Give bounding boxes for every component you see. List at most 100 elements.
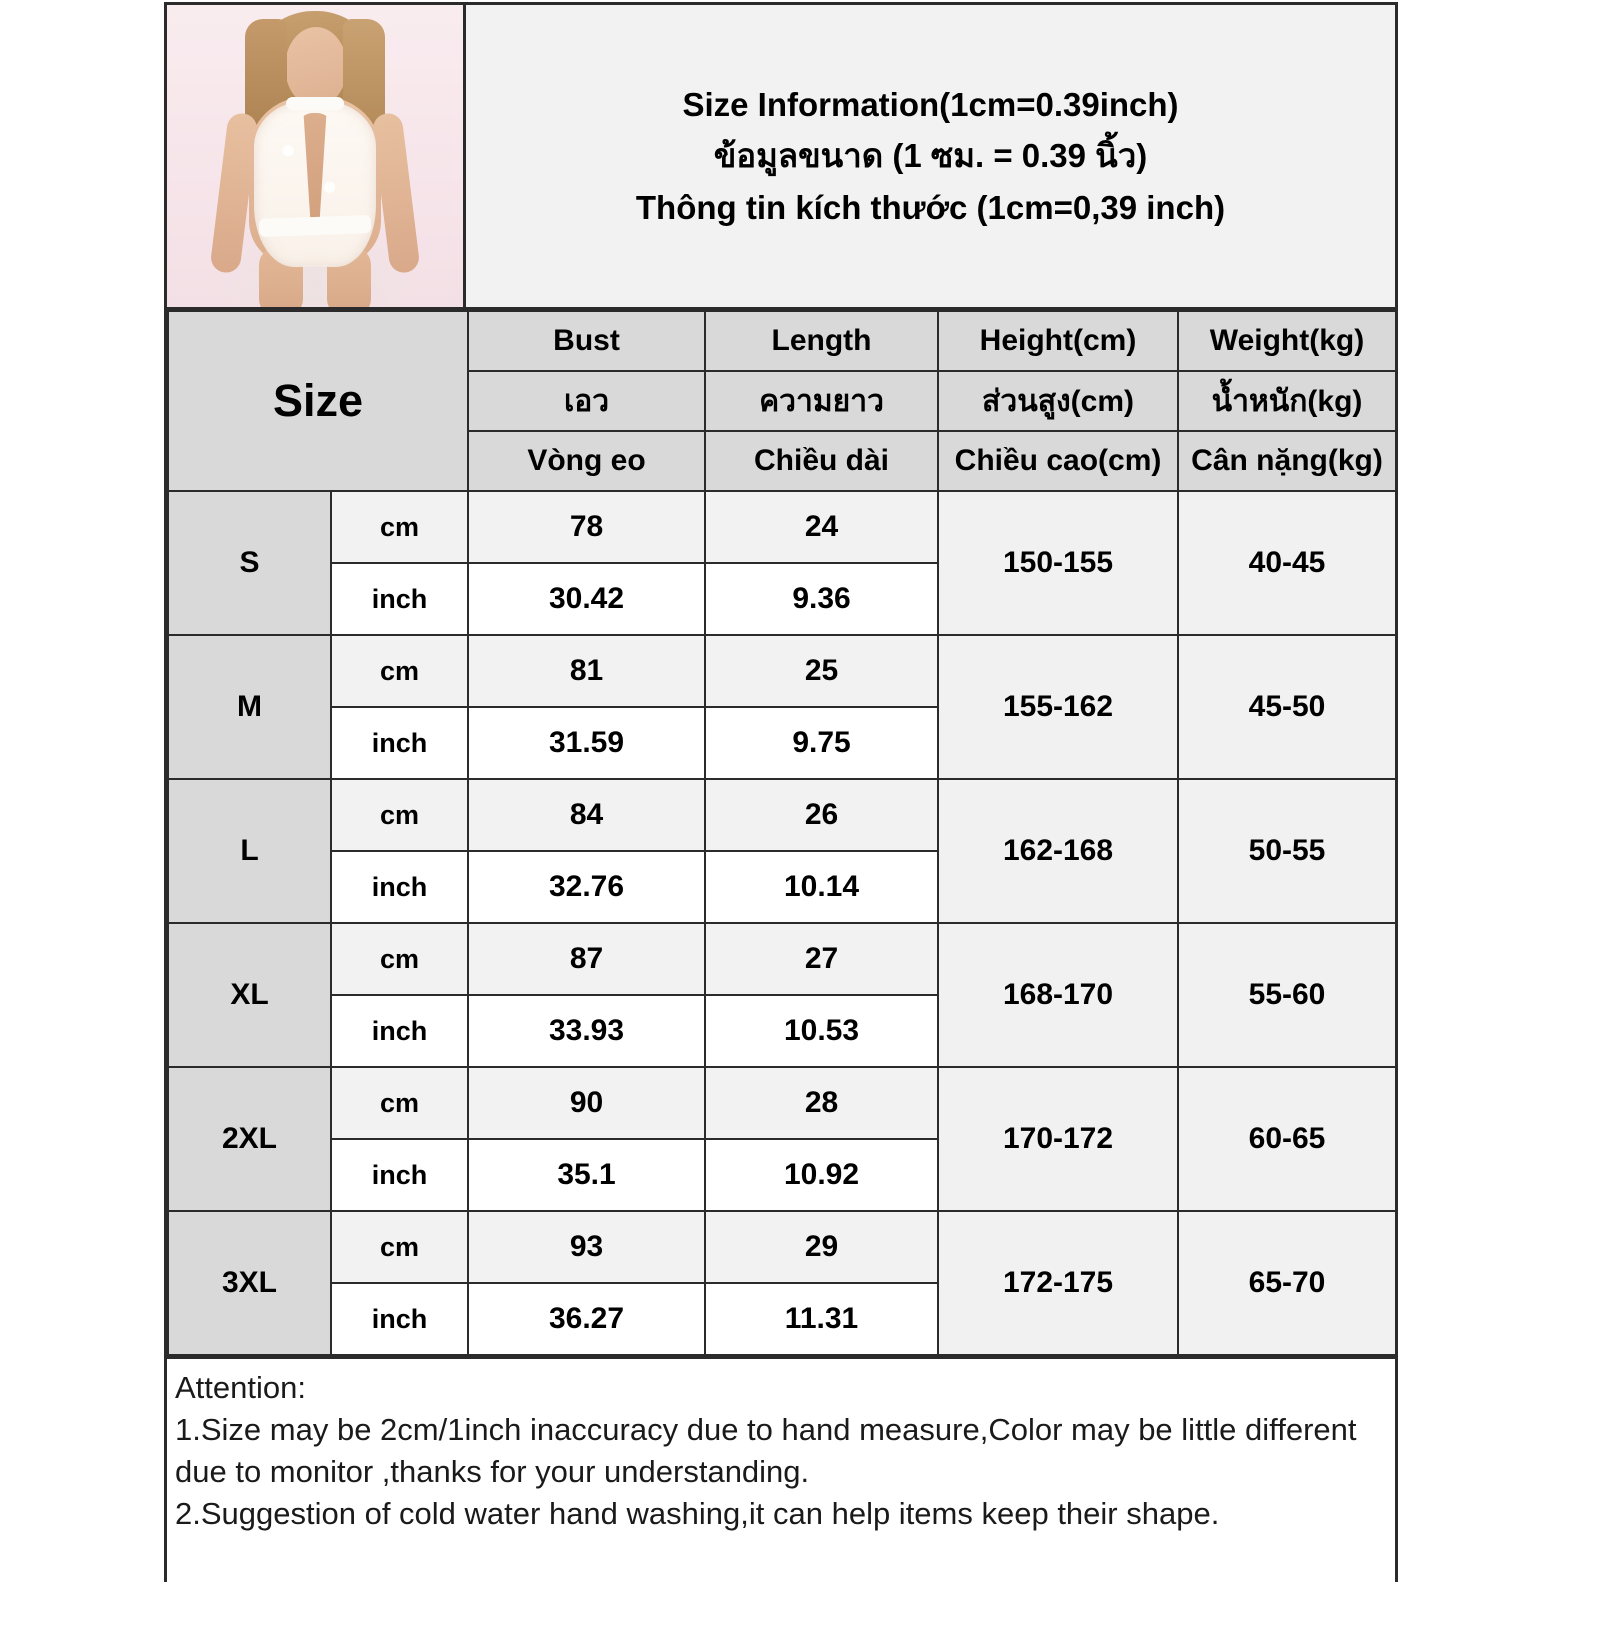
header-weight-en: Weight(kg) xyxy=(1177,310,1398,372)
size-label: XL xyxy=(167,922,332,1068)
height-range: 170-172 xyxy=(937,1066,1180,1212)
header-length-th: ความยาว xyxy=(704,370,940,432)
size-label: L xyxy=(167,778,332,924)
table-row: inch 32.76 10.14 xyxy=(168,850,1396,924)
table-row: inch 33.93 10.53 xyxy=(168,994,1396,1068)
model-head xyxy=(285,27,347,107)
header-length-en: Length xyxy=(704,310,940,372)
unit-label-cm: cm xyxy=(329,634,470,708)
chart-frame: Size Information(1cm=0.39inch) ข้อมูลขนา… xyxy=(164,2,1398,1632)
length-cm: 27 xyxy=(704,922,940,996)
bust-cm: 78 xyxy=(467,490,707,564)
length-cm: 29 xyxy=(704,1210,940,1284)
length-inch: 10.14 xyxy=(704,850,940,924)
header-row-en: Size Bust Length Height(cm) Weight(kg) xyxy=(166,310,1398,492)
bust-cm: 90 xyxy=(467,1066,707,1140)
weight-range: 40-45 xyxy=(1177,490,1398,636)
table-row: XL cm 87 27 168-170 55-60 xyxy=(167,922,1398,1068)
header-length-vi: Chiều dài xyxy=(704,430,940,492)
attention-note-1b: due to monitor ,thanks for your understa… xyxy=(175,1454,810,1490)
bust-inch: 35.1 xyxy=(467,1138,707,1212)
size-label: 2XL xyxy=(167,1066,332,1212)
height-range: 155-162 xyxy=(937,634,1180,780)
unit-label-cm: cm xyxy=(329,778,470,852)
length-inch: 9.75 xyxy=(704,706,940,780)
bust-cm: 84 xyxy=(467,778,707,852)
attention-note-2: 2.Suggestion of cold water hand washing,… xyxy=(175,1496,1220,1532)
header-height-vi: Chiều cao(cm) xyxy=(937,430,1180,492)
weight-range: 60-65 xyxy=(1177,1066,1398,1212)
product-photo-cell xyxy=(167,5,466,307)
table-row: L cm 84 26 162-168 50-55 xyxy=(167,778,1398,924)
length-cm: 28 xyxy=(704,1066,940,1140)
title-line-th: ข้อมูลขนาด (1 ซม. = 0.39 นิ้ว) xyxy=(713,137,1148,175)
table-row: inch 35.1 10.92 xyxy=(168,1138,1396,1212)
bust-inch: 30.42 xyxy=(467,562,707,636)
bust-inch: 36.27 xyxy=(467,1282,707,1356)
unit-label-inch: inch xyxy=(329,706,470,780)
size-label: M xyxy=(167,634,332,780)
product-photo xyxy=(167,5,463,307)
size-label: 3XL xyxy=(167,1210,332,1356)
size-header-cell: Size xyxy=(166,310,470,492)
length-inch: 10.92 xyxy=(704,1138,940,1212)
header-band: Size Information(1cm=0.39inch) ข้อมูลขนา… xyxy=(167,5,1395,310)
header-height-th: ส่วนสูง(cm) xyxy=(937,370,1180,432)
height-range: 162-168 xyxy=(937,778,1180,924)
header-weight-vi: Cân nặng(kg) xyxy=(1177,430,1398,492)
table-row: 3XL cm 93 29 172-175 65-70 xyxy=(167,1210,1398,1356)
header-row-vi: Vòng eo Chiều dài Chiều cao(cm) Cân nặng… xyxy=(168,430,1398,492)
unit-label-inch: inch xyxy=(329,850,470,924)
weight-range: 45-50 xyxy=(1177,634,1398,780)
bust-cm: 93 xyxy=(467,1210,707,1284)
bust-cm: 87 xyxy=(467,922,707,996)
attention-note-1a: 1.Size may be 2cm/1inch inaccuracy due t… xyxy=(175,1412,1357,1448)
height-range: 168-170 xyxy=(937,922,1180,1068)
bust-inch: 33.93 xyxy=(467,994,707,1068)
weight-range: 50-55 xyxy=(1177,778,1398,924)
length-cm: 26 xyxy=(704,778,940,852)
table-row: inch 31.59 9.75 xyxy=(168,706,1396,780)
unit-label-cm: cm xyxy=(329,490,470,564)
table-row: M cm 81 25 155-162 45-50 xyxy=(167,634,1398,780)
unit-label-cm: cm xyxy=(329,1210,470,1284)
weight-range: 55-60 xyxy=(1177,922,1398,1068)
title-cell: Size Information(1cm=0.39inch) ข้อมูลขนา… xyxy=(466,5,1395,307)
bust-inch: 32.76 xyxy=(467,850,707,924)
garment-keyhole xyxy=(303,113,327,225)
length-cm: 24 xyxy=(704,490,940,564)
length-inch: 9.36 xyxy=(704,562,940,636)
header-bust-vi: Vòng eo xyxy=(467,430,707,492)
attention-block: Attention: 1.Size may be 2cm/1inch inacc… xyxy=(167,1356,1395,1632)
green-corner-marker xyxy=(463,5,466,16)
attention-heading: Attention: xyxy=(175,1370,306,1405)
bust-inch: 31.59 xyxy=(467,706,707,780)
height-range: 150-155 xyxy=(937,490,1180,636)
header-weight-th: น้ำหนัก(kg) xyxy=(1177,370,1398,432)
unit-label-inch: inch xyxy=(329,562,470,636)
length-inch: 11.31 xyxy=(704,1282,940,1356)
table-row: inch 36.27 11.31 xyxy=(168,1282,1396,1356)
length-inch: 10.53 xyxy=(704,994,940,1068)
table-row: 2XL cm 90 28 170-172 60-65 xyxy=(167,1066,1398,1212)
header-bust-th: เอว xyxy=(467,370,707,432)
height-range: 172-175 xyxy=(937,1210,1180,1356)
header-row-th: เอว ความยาว ส่วนสูง(cm) น้ำหนัก(kg) xyxy=(168,370,1398,432)
weight-range: 65-70 xyxy=(1177,1210,1398,1356)
table-row: S cm 78 24 150-155 40-45 xyxy=(167,490,1398,636)
header-height-en: Height(cm) xyxy=(937,310,1180,372)
unit-label-inch: inch xyxy=(329,1138,470,1212)
size-label: S xyxy=(167,490,332,636)
unit-label-inch: inch xyxy=(329,1282,470,1356)
header-bust-en: Bust xyxy=(467,310,707,372)
bust-cm: 81 xyxy=(467,634,707,708)
unit-label-cm: cm xyxy=(329,1066,470,1140)
unit-label-cm: cm xyxy=(329,922,470,996)
title-line-vi: Thông tin kích thước (1cm=0,39 inch) xyxy=(635,188,1226,226)
title-line-en: Size Information(1cm=0.39inch) xyxy=(682,86,1179,124)
unit-label-inch: inch xyxy=(329,994,470,1068)
garment-neckband xyxy=(286,97,344,110)
length-cm: 25 xyxy=(704,634,940,708)
table-row: inch 30.42 9.36 xyxy=(168,562,1396,636)
